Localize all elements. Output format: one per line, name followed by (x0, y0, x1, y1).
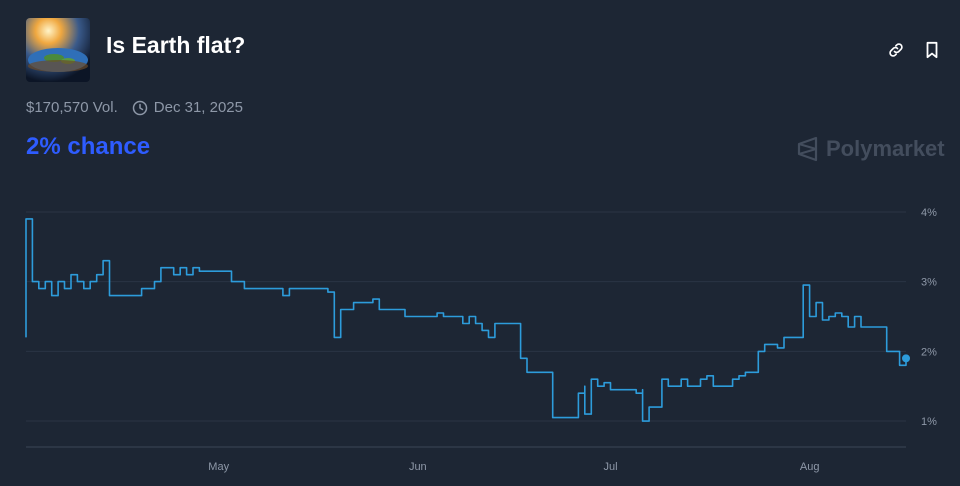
bookmark-icon (926, 41, 938, 59)
x-tick-label: Jul (603, 461, 617, 473)
y-tick-label: 3% (921, 277, 937, 289)
polymarket-icon (797, 136, 818, 162)
x-tick-label: May (208, 461, 229, 473)
y-tick-label: 2% (921, 346, 937, 358)
brand-name: Polymarket (826, 136, 945, 161)
price-chart[interactable]: 1% 2% 3% 4% May Jun Jul Aug (0, 180, 960, 486)
end-date-text: Dec 31, 2025 (153, 99, 243, 116)
x-tick-label: Jun (409, 461, 427, 473)
link-icon (889, 43, 903, 57)
page-title: Is Earth flat? (106, 32, 246, 58)
current-point[interactable] (902, 354, 910, 363)
chance-percentage: 2% chance (26, 133, 151, 160)
flat-earth-image (26, 18, 90, 82)
market-image (26, 18, 90, 82)
polymarket-logo: Polymarket (796, 136, 945, 162)
market-meta: $170,570 Vol. Dec 31, 2025 (26, 99, 243, 116)
y-tick-label: 1% (921, 416, 937, 428)
copy-link-button[interactable] (884, 38, 908, 62)
bookmark-button[interactable] (920, 38, 944, 62)
y-tick-label: 4% (921, 207, 937, 219)
volume-text: $170,570 Vol. (26, 99, 118, 116)
price-line-series (25, 218, 907, 422)
x-tick-label: Aug (800, 461, 820, 473)
clock-icon (132, 100, 148, 116)
